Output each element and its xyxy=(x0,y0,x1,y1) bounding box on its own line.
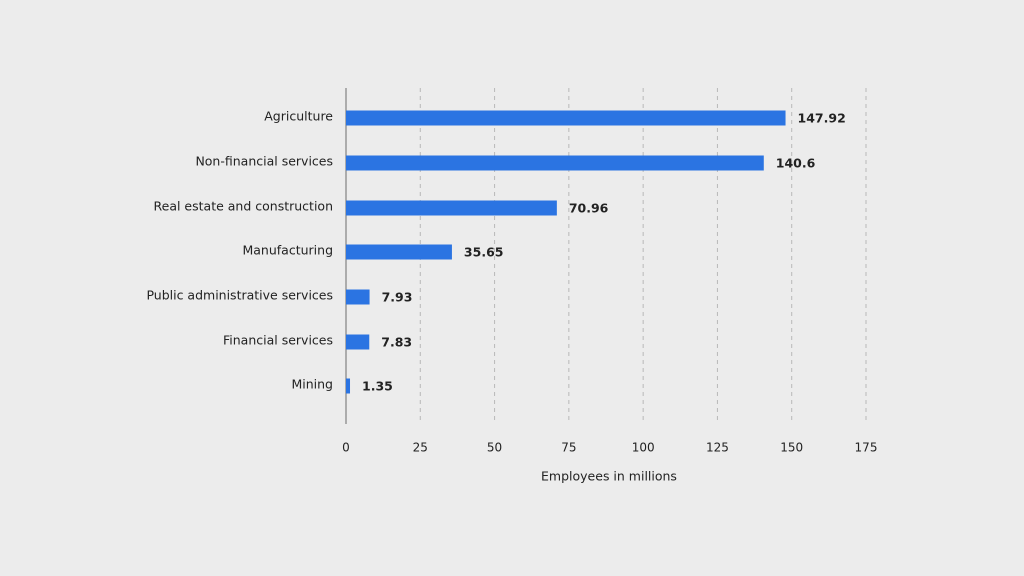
x-tick-label-25: 25 xyxy=(413,441,428,455)
x-tick-label-175: 175 xyxy=(855,441,878,455)
value-label-6: 1.35 xyxy=(362,379,393,394)
value-label-4: 7.93 xyxy=(382,290,413,305)
x-tick-label-75: 75 xyxy=(561,441,576,455)
x-axis-title: Employees in millions xyxy=(541,469,677,484)
bar-3 xyxy=(346,244,452,260)
value-label-1: 140.6 xyxy=(776,156,816,171)
category-label-3: Manufacturing xyxy=(242,243,333,258)
value-label-0: 147.92 xyxy=(798,111,846,126)
value-label-3: 35.65 xyxy=(464,245,504,260)
bar-5 xyxy=(346,334,370,350)
category-label-1: Non-financial services xyxy=(195,154,333,169)
category-label-4: Public administrative services xyxy=(146,288,333,303)
bar-2 xyxy=(346,200,557,216)
category-label-6: Mining xyxy=(291,377,333,392)
x-tick-label-0: 0 xyxy=(342,441,350,455)
value-label-2: 70.96 xyxy=(569,201,609,216)
bar-4 xyxy=(346,289,370,305)
category-label-0: Agriculture xyxy=(264,109,333,124)
bar-0 xyxy=(346,110,786,126)
value-label-5: 7.83 xyxy=(381,335,412,350)
bar-1 xyxy=(346,155,764,171)
x-tick-label-50: 50 xyxy=(487,441,502,455)
x-tick-label-125: 125 xyxy=(706,441,729,455)
x-tick-label-100: 100 xyxy=(632,441,655,455)
category-label-2: Real estate and construction xyxy=(154,199,333,214)
x-tick-label-150: 150 xyxy=(780,441,803,455)
category-label-5: Financial services xyxy=(223,333,333,348)
bar-6 xyxy=(346,378,351,394)
